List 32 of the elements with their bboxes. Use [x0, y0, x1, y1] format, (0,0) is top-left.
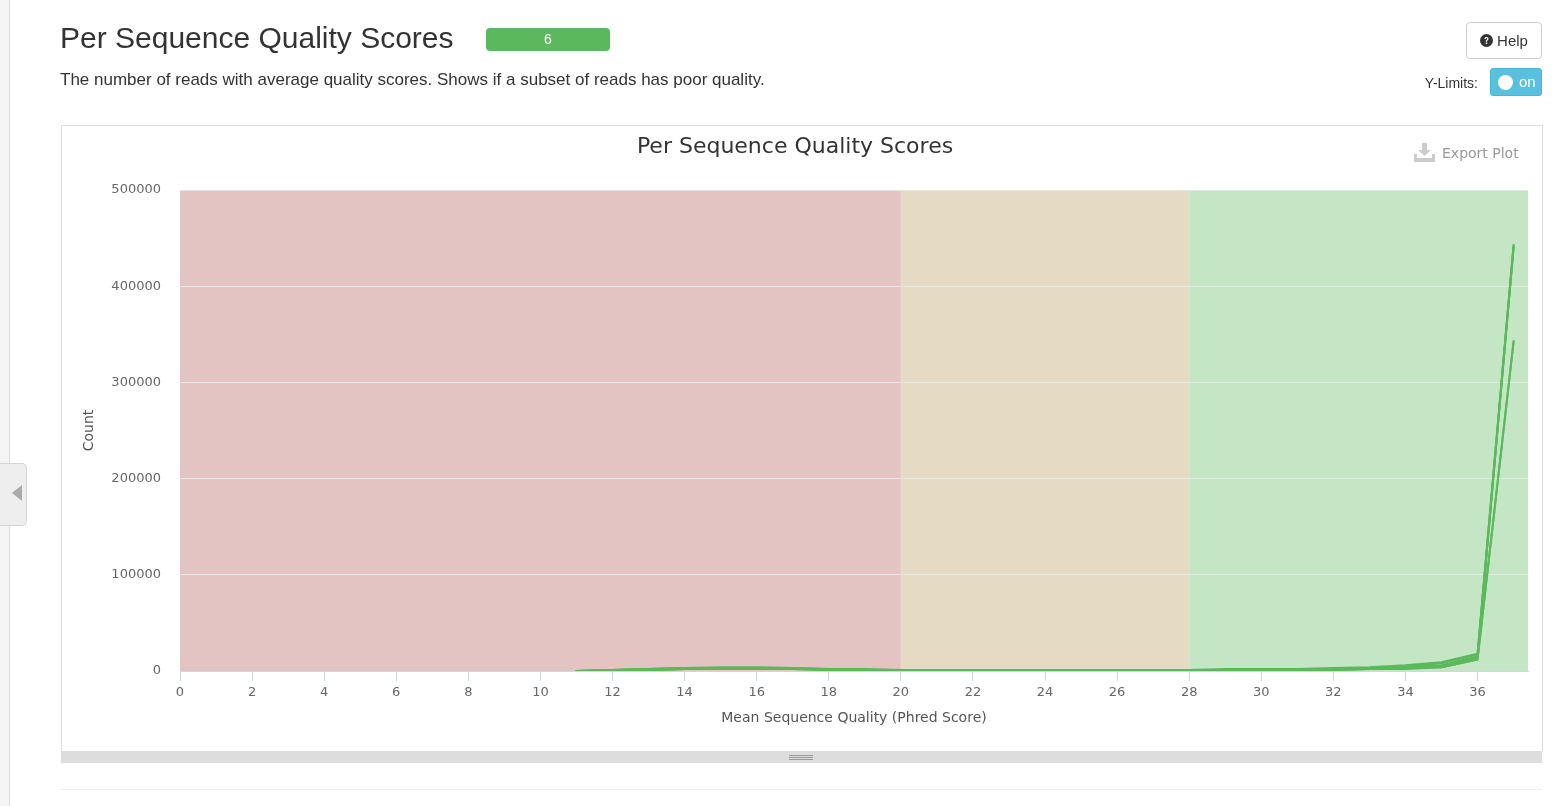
y-tick-label: 200000	[111, 469, 161, 485]
x-tick-label: 32	[1325, 684, 1342, 700]
y-tick-label: 500000	[111, 181, 161, 197]
x-tick-label: 36	[1469, 684, 1486, 700]
chart-title: Per Sequence Quality Scores	[636, 132, 954, 158]
x-tick-label: 8	[464, 684, 473, 700]
x-tick-label: 14	[676, 684, 693, 700]
text: Y-Limits:	[1423, 74, 1478, 92]
y-tick-label: 300000	[111, 373, 161, 389]
x-tick-label: 26	[1108, 684, 1126, 700]
x-tick-label: 24	[1036, 684, 1054, 700]
x-tick-label: 30	[1253, 684, 1270, 700]
x-tick-label: 28	[1180, 684, 1198, 700]
x-tick-label: 20	[892, 684, 910, 700]
x-tick-label: 16	[748, 684, 765, 700]
count-badge: 6	[486, 28, 610, 51]
chart-subtitle: The number of reads with average quality scores. Shows if a subset of reads has poor quality.	[60, 70, 765, 90]
x-tick-label: 10	[532, 684, 549, 700]
y-axis-title: Count	[80, 409, 97, 452]
x-tick-label: 4	[320, 684, 329, 700]
x-tick-label: 0	[175, 684, 185, 700]
x-axis-title: Mean Sequence Quality (Phred Score)	[721, 709, 987, 726]
x-tick-label: 12	[604, 684, 621, 700]
y-tick-label: 400000	[111, 277, 161, 293]
x-tick-label: 18	[820, 684, 838, 700]
x-tick-label: 2	[247, 684, 257, 700]
text: Per Sequence Quality Scores	[60, 20, 454, 56]
x-tick-label: 22	[964, 684, 982, 700]
x-tick-label: 34	[1397, 684, 1414, 700]
y-tick-label: 100000	[111, 566, 161, 582]
y-tick-label: 0	[152, 662, 161, 678]
x-tick-label: 6	[392, 684, 401, 700]
